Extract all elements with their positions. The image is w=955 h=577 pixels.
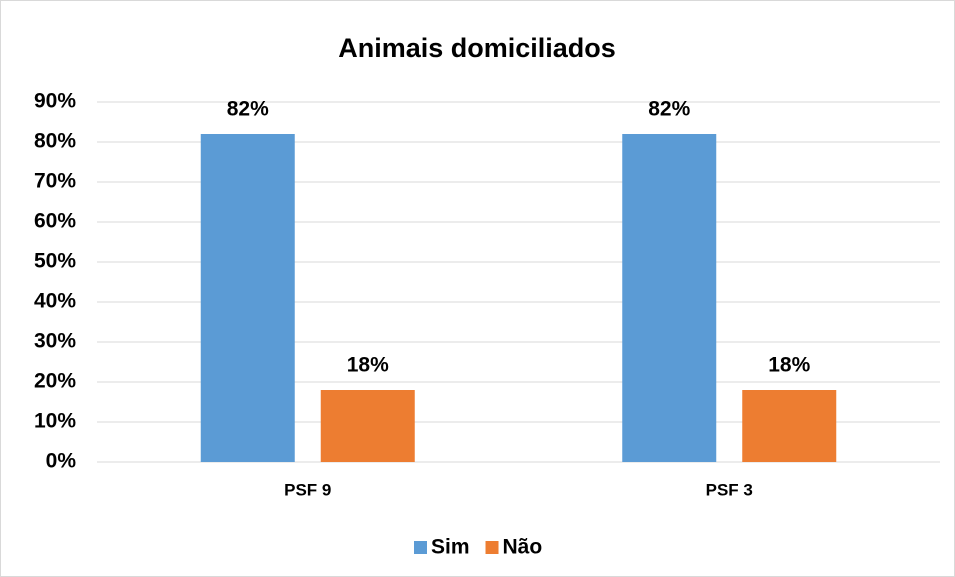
data-label: 82%	[648, 98, 690, 121]
x-tick-label: PSF 3	[706, 480, 753, 499]
legend-swatch	[414, 541, 427, 554]
y-tick-label: 20%	[34, 370, 76, 393]
legend-label: Não	[503, 536, 543, 559]
y-tick-label: 10%	[34, 410, 76, 433]
y-tick-label: 70%	[34, 170, 76, 193]
legend-label: Sim	[431, 536, 470, 559]
y-tick-label: 90%	[34, 90, 76, 113]
bar	[742, 390, 837, 462]
legend-swatch	[485, 541, 499, 554]
bar	[200, 134, 295, 462]
y-tick-label: 0%	[46, 450, 77, 473]
data-label: 82%	[227, 98, 269, 121]
bar	[622, 134, 717, 462]
y-tick-label: 30%	[34, 330, 76, 353]
chart-title: Animais domiciliados	[338, 33, 616, 63]
y-tick-label: 60%	[34, 210, 76, 233]
y-tick-label: 40%	[34, 290, 76, 313]
data-label: 18%	[768, 354, 810, 377]
bar	[320, 390, 415, 462]
x-tick-label: PSF 9	[284, 480, 331, 499]
y-tick-label: 50%	[34, 250, 76, 273]
y-tick-label: 80%	[34, 130, 76, 153]
data-label: 18%	[347, 354, 389, 377]
